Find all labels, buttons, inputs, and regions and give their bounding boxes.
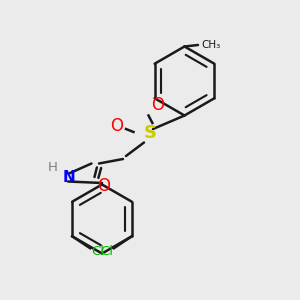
Text: O: O: [97, 177, 110, 195]
Text: N: N: [63, 169, 75, 184]
Text: S: S: [143, 124, 157, 142]
Text: CH₃: CH₃: [201, 40, 220, 50]
Text: H: H: [48, 160, 57, 174]
Text: Cl: Cl: [91, 245, 104, 258]
Text: O: O: [110, 117, 124, 135]
Text: O: O: [151, 96, 164, 114]
Text: Cl: Cl: [100, 245, 113, 258]
